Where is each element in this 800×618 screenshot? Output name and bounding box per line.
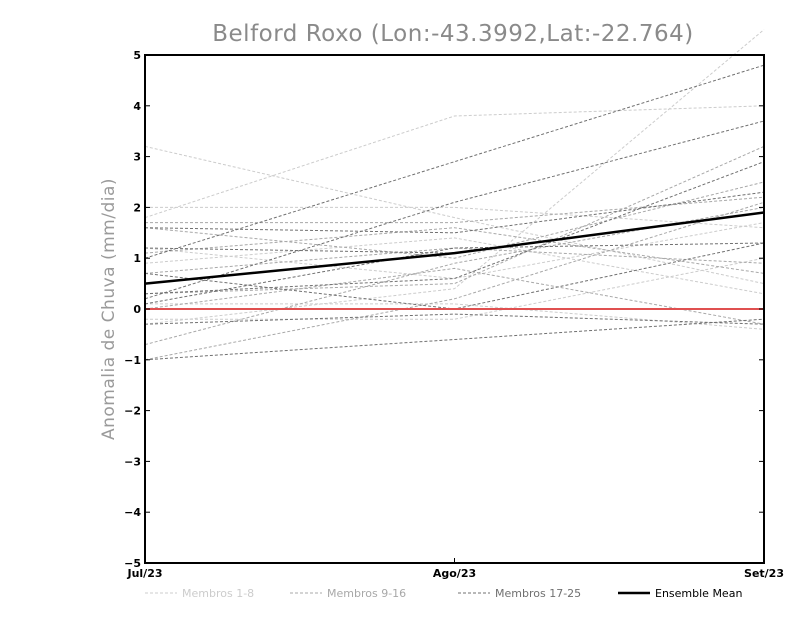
y-tick-label: 1 <box>133 252 141 265</box>
series-line-membro-2 <box>144 105 765 219</box>
y-tick-label: −5 <box>124 557 141 570</box>
series-line-membro-16 <box>144 201 765 361</box>
y-tick-label: −2 <box>124 405 141 418</box>
y-tick-label: −3 <box>124 455 141 468</box>
series-line-membro-1 <box>144 145 765 285</box>
chart-title: Belford Roxo (Lon:-43.3992,Lat:-22.764) <box>212 21 693 47</box>
series-line-membro-6 <box>145 206 765 229</box>
y-tick-label: −1 <box>124 354 141 367</box>
y-tick-label: 4 <box>133 100 141 113</box>
series-line-ensemble-mean <box>144 211 765 285</box>
y-tick-label: 3 <box>133 151 141 164</box>
y-tick-label: 0 <box>133 303 141 316</box>
series-line-membro-24 <box>144 161 765 295</box>
legend-label: Ensemble Mean <box>655 587 742 600</box>
series-line-membro-10 <box>144 227 765 274</box>
x-tick-label: Jul/23 <box>126 567 162 580</box>
axis-group: −5 −4 −3 −2 −1 0 1 2 3 4 5 Jul/23 Ago/23 Set/23 <box>124 49 784 580</box>
y-tick-label: −4 <box>124 506 141 519</box>
series-line-membro-23 <box>144 313 765 325</box>
series-line-membro-19 <box>144 318 765 361</box>
legend-label: Membros 17-25 <box>495 587 581 600</box>
x-tick-label: Ago/23 <box>433 567 476 580</box>
series-line-membro-3 <box>144 222 765 280</box>
y-axis-label: Anomalia de Chuva (mm/dia) <box>99 178 119 440</box>
series-line-membro-7 <box>144 237 765 295</box>
series-line-membro-18 <box>144 64 765 259</box>
series-line-membro-15 <box>144 247 765 274</box>
series-line-membro-12 <box>144 206 765 346</box>
series-line-membro-9 <box>144 181 765 259</box>
y-tick-label: 5 <box>133 49 141 62</box>
y-tick-label: 2 <box>133 201 141 214</box>
series-line-membro-22 <box>144 242 765 305</box>
series-line-membro-5 <box>144 29 765 325</box>
series-group <box>144 29 765 361</box>
series-line-membro-11 <box>144 145 765 295</box>
series-line-membro-21 <box>144 191 765 234</box>
legend-label: Membros 1-8 <box>182 587 254 600</box>
x-tick-label: Set/23 <box>744 567 784 580</box>
legend-label: Membros 9-16 <box>327 587 406 600</box>
legend: Membros 1-8 Membros 9-16 Membros 17-25 Ense… <box>145 587 742 600</box>
series-line-membro-13 <box>144 267 765 325</box>
series-line-membro-17 <box>144 120 765 300</box>
